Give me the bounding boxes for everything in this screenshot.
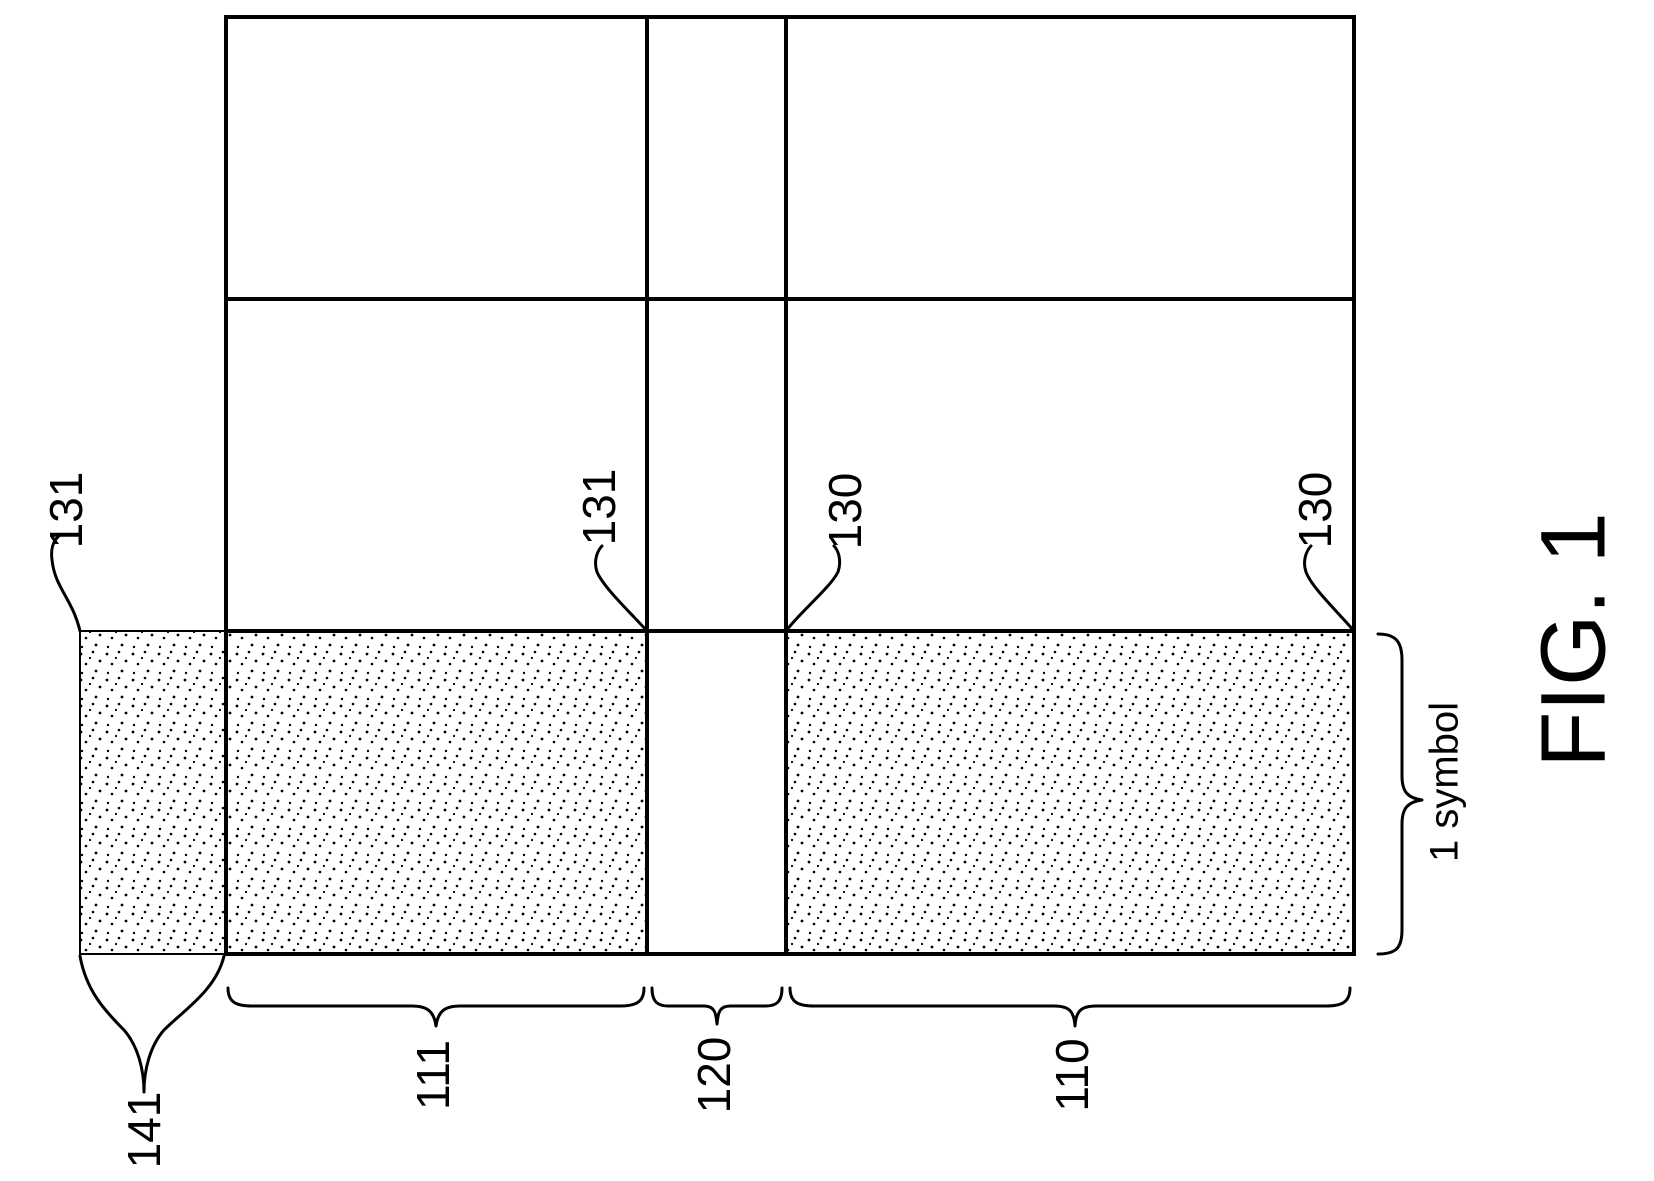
callout-130-mid-label: 130 — [819, 473, 871, 550]
figure-title: FIG. 1 — [1522, 512, 1624, 768]
region-141-label: 141 — [118, 1092, 170, 1169]
callout-131-mid-label: 131 — [573, 469, 625, 546]
region-111-label: 111 — [407, 1040, 459, 1110]
region-120-label: 120 — [688, 1037, 740, 1114]
span-1-symbol-label: 1 symbol — [1423, 702, 1467, 862]
region-141-shading — [80, 631, 226, 954]
region-110-label: 110 — [1046, 1038, 1098, 1111]
callout-131-mid-leader — [596, 546, 647, 631]
brace-110 — [790, 988, 1350, 1026]
callout-131-left-leader — [52, 535, 80, 631]
region-111-shading — [226, 631, 647, 954]
callout-130-right-leader — [1305, 546, 1354, 631]
brace-111 — [228, 988, 644, 1026]
callout-130-mid-leader — [786, 546, 840, 631]
region-110-shading — [786, 631, 1354, 954]
callout-131-left-label: 131 — [40, 472, 92, 549]
brace-141 — [80, 956, 224, 1092]
brace-120 — [652, 988, 782, 1024]
brace-1-symbol — [1378, 634, 1422, 954]
callout-130-right-label: 130 — [1289, 472, 1341, 549]
